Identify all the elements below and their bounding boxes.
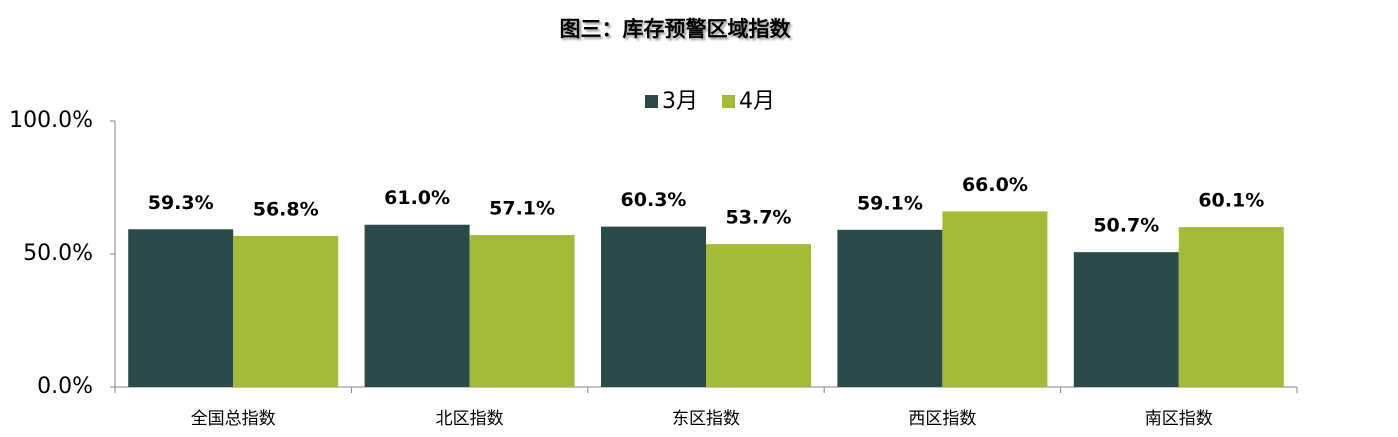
legend-swatch xyxy=(645,95,658,108)
bar xyxy=(469,235,575,387)
bar xyxy=(1178,227,1284,387)
bar xyxy=(942,211,1048,387)
value-label: 59.1% xyxy=(857,192,923,214)
value-label: 60.3% xyxy=(621,189,687,211)
x-tick-label: 全国总指数 xyxy=(191,409,276,429)
bar xyxy=(706,244,811,387)
bar xyxy=(364,224,470,387)
bar xyxy=(1073,252,1179,387)
value-label: 61.0% xyxy=(384,187,450,209)
legend-label: 4月 xyxy=(739,89,775,114)
x-tick-label: 北区指数 xyxy=(436,409,504,429)
y-tick-label: 50.0% xyxy=(23,241,93,266)
value-label: 53.7% xyxy=(726,207,792,229)
bar xyxy=(601,226,706,387)
bar xyxy=(837,229,943,387)
bar xyxy=(233,235,339,387)
legend-label: 3月 xyxy=(662,89,698,114)
bar xyxy=(128,229,234,387)
x-tick-label: 南区指数 xyxy=(1145,409,1213,429)
value-label: 56.8% xyxy=(253,198,319,220)
chart-title: 图三：库存预警区域指数 xyxy=(560,17,792,41)
value-label: 50.7% xyxy=(1093,215,1159,237)
x-tick-label: 东区指数 xyxy=(672,409,740,429)
value-label: 66.0% xyxy=(962,174,1028,196)
x-tick-label: 西区指数 xyxy=(908,409,976,429)
value-label: 57.1% xyxy=(489,198,555,220)
legend-swatch xyxy=(722,95,735,108)
value-label: 60.1% xyxy=(1198,190,1264,212)
y-tick-label: 0.0% xyxy=(37,374,93,399)
value-label: 59.3% xyxy=(148,192,214,214)
y-tick-label: 100.0% xyxy=(9,108,93,133)
